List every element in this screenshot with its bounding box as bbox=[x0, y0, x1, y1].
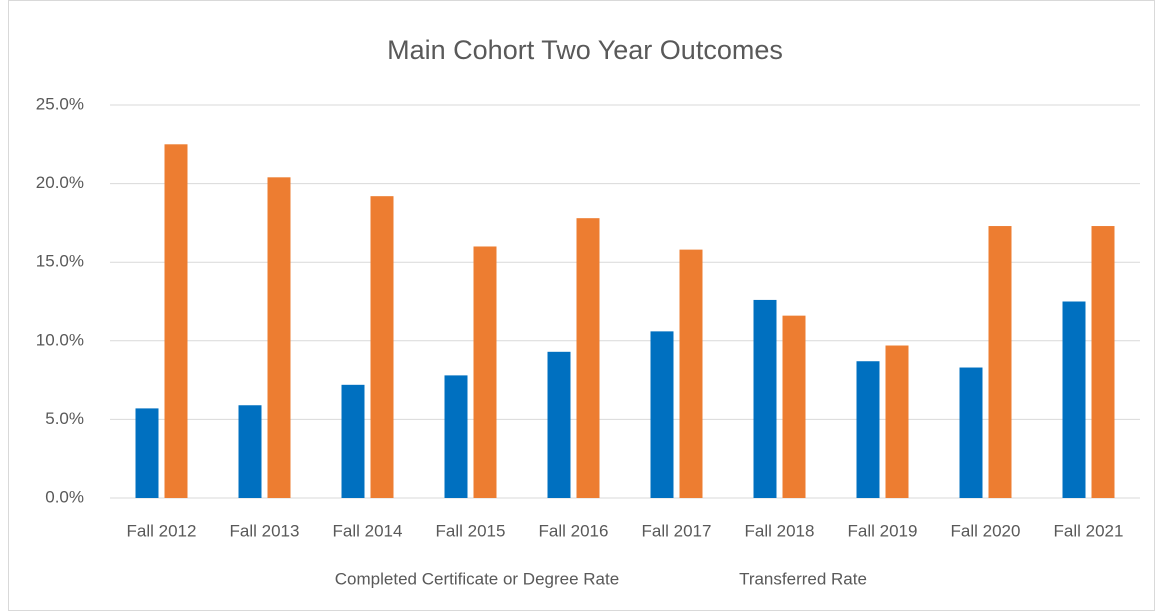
bar bbox=[164, 144, 188, 499]
bar bbox=[473, 246, 497, 498]
x-tick-label: Fall 2012 bbox=[127, 521, 197, 540]
bar bbox=[753, 299, 777, 498]
bar bbox=[576, 218, 600, 498]
x-tick-label: Fall 2017 bbox=[642, 521, 712, 540]
bar bbox=[885, 345, 909, 498]
x-tick-label: Fall 2014 bbox=[333, 521, 403, 540]
legend-label: Completed Certificate or Degree Rate bbox=[335, 569, 619, 588]
bar bbox=[370, 196, 394, 498]
bar bbox=[650, 331, 674, 498]
y-tick-label: 15.0% bbox=[36, 252, 84, 271]
bar bbox=[856, 361, 880, 498]
bar bbox=[782, 315, 806, 498]
bar bbox=[988, 226, 1012, 498]
bar bbox=[238, 405, 262, 498]
bar bbox=[1091, 226, 1115, 498]
bar bbox=[1062, 301, 1086, 498]
bar bbox=[341, 384, 365, 498]
bar bbox=[959, 367, 983, 498]
x-tick-label: Fall 2016 bbox=[539, 521, 609, 540]
legend-label: Transferred Rate bbox=[739, 569, 867, 588]
y-tick-label: 25.0% bbox=[36, 94, 84, 113]
x-tick-label: Fall 2015 bbox=[436, 521, 506, 540]
y-tick-label: 5.0% bbox=[45, 409, 84, 428]
y-tick-label: 10.0% bbox=[36, 330, 84, 349]
bar bbox=[135, 408, 159, 498]
bar bbox=[679, 249, 703, 498]
chart-title: Main Cohort Two Year Outcomes bbox=[387, 35, 783, 65]
bar bbox=[547, 351, 571, 498]
x-tick-label: Fall 2020 bbox=[951, 521, 1021, 540]
y-tick-label: 0.0% bbox=[45, 487, 84, 506]
x-tick-label: Fall 2018 bbox=[745, 521, 815, 540]
bar bbox=[267, 177, 291, 498]
x-tick-label: Fall 2013 bbox=[230, 521, 300, 540]
y-tick-label: 20.0% bbox=[36, 173, 84, 192]
x-tick-label: Fall 2021 bbox=[1054, 521, 1124, 540]
bar bbox=[444, 375, 468, 498]
x-tick-label: Fall 2019 bbox=[848, 521, 918, 540]
